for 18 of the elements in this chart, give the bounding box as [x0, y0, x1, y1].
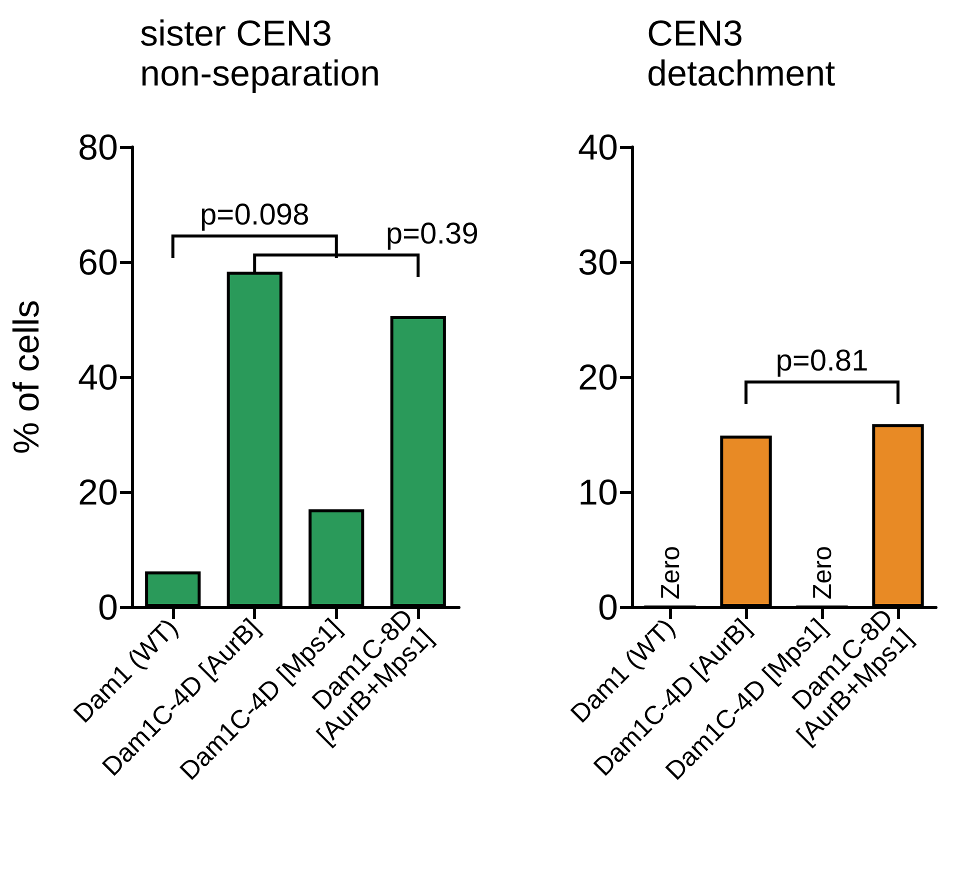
y-tick-label: 40 [578, 126, 618, 168]
annotation: p=0.39 [386, 218, 478, 250]
chart-title: sister CEN3 non-separation [140, 12, 380, 94]
y-tick-label: 0 [598, 586, 618, 628]
data-label: Zero [655, 546, 685, 600]
y-tick-label: 10 [578, 472, 618, 512]
data-label: Zero [807, 546, 837, 600]
y-tick-label: 20 [578, 356, 618, 398]
y-tick-label: 30 [578, 242, 618, 282]
y-axis-title: % of cells [6, 300, 46, 454]
y-tick-label: 60 [78, 242, 118, 282]
chart-title: CEN3 detachment [647, 12, 836, 94]
y-tick-label: 80 [78, 126, 118, 168]
annotation: p=0.098 [200, 198, 310, 232]
y-tick-label: 20 [78, 472, 118, 512]
annotation: p=0.81 [776, 344, 868, 378]
y-tick-label: 40 [78, 356, 118, 398]
y-tick-label: 0 [98, 586, 118, 628]
